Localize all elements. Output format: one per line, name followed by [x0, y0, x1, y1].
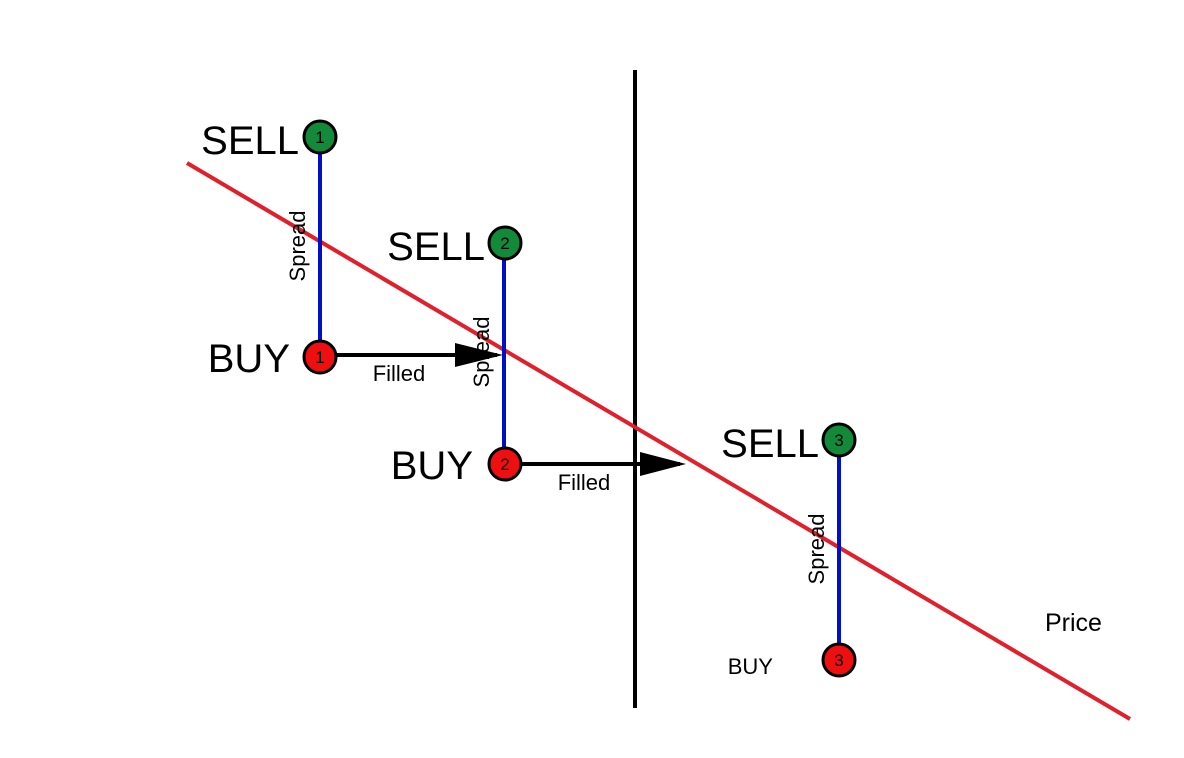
sell-node-3-number: 3 [834, 431, 843, 450]
buy-node-1-number: 1 [315, 348, 324, 367]
spread-label-2: Spread [469, 317, 494, 388]
buy-node-2 [487, 446, 523, 482]
filled-arrow-1-head [455, 343, 503, 367]
sell-node-3 [821, 422, 857, 458]
spread-label-3: Spread [804, 514, 829, 585]
sell-node-1 [302, 119, 338, 155]
spread-label-1: Spread [285, 211, 310, 282]
price-line [185, 161, 1132, 721]
price-label: Price [1045, 609, 1102, 637]
buy-node-3-number: 3 [834, 651, 843, 670]
filled-label-1: Filled [373, 361, 426, 386]
buy-node-3 [821, 642, 857, 678]
filled-label-2: Filled [558, 470, 611, 495]
buy-label-2: BUY [391, 444, 473, 488]
buy-node-1 [302, 339, 338, 375]
sell-label-1: SELL [201, 119, 299, 163]
buy-label-1: BUY [208, 337, 290, 381]
sell-node-1-number: 1 [315, 128, 324, 147]
sell-label-3: SELL [721, 422, 819, 466]
filled-arrow-2-head [640, 452, 686, 476]
buy-label-3: BUY [728, 654, 774, 679]
sell-node-2 [487, 225, 523, 261]
sell-label-2: SELL [387, 225, 485, 269]
buy-node-2-number: 2 [500, 455, 509, 474]
sell-node-2-number: 2 [500, 234, 509, 253]
